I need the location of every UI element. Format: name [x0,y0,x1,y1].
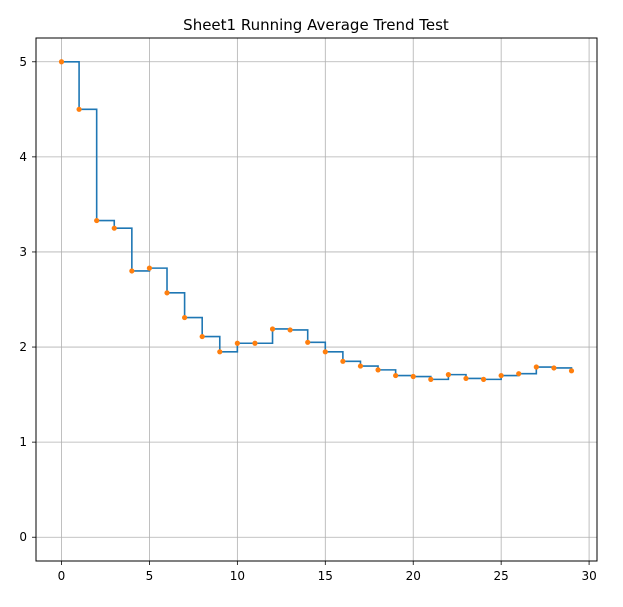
data-point [252,340,258,346]
data-point [287,327,293,333]
data-point [199,333,205,340]
x-tick-label: 10 [230,569,245,583]
data-point [568,368,575,374]
x-tick-label: 15 [318,569,333,583]
data-point [164,290,170,296]
step-line-series [61,60,573,381]
data-point [428,376,434,382]
data-point [516,371,522,377]
data-point [58,59,65,65]
data-point [480,376,487,382]
plot-frame [35,37,598,562]
data-point [94,217,100,224]
x-tick-label: 0 [58,569,66,583]
data-point [182,314,188,321]
x-tick-label: 5 [146,569,154,583]
data-point [234,340,240,346]
x-tick-label: 25 [494,569,509,583]
series-layer [58,59,575,382]
data-point [463,375,469,382]
data-point [498,372,504,379]
data-point [375,367,381,373]
y-tick-label: 5 [19,55,27,69]
data-point [445,372,451,378]
y-tick-label: 2 [19,340,27,354]
grid [36,38,597,561]
data-point [340,358,346,364]
data-point [393,372,399,379]
y-axis: 0 1 2 3 4 5 [19,55,36,544]
data-point [129,268,135,274]
data-point [111,225,117,231]
data-point [357,363,364,369]
data-point [305,339,311,345]
y-tick-label: 0 [19,530,27,544]
data-point [322,349,328,355]
data-point [146,265,153,271]
data-point [533,364,539,370]
x-tick-label: 20 [406,569,421,583]
y-tick-label: 4 [19,150,27,164]
x-tick-label: 30 [581,569,596,583]
data-point [551,365,557,371]
data-point [269,326,276,332]
data-point [76,106,82,112]
y-tick-label: 3 [19,245,27,259]
chart-title: Sheet1 Running Average Trend Test [183,16,449,34]
data-point [410,373,416,380]
data-point [217,349,223,355]
x-axis: 0 5 10 15 20 25 30 [58,561,597,583]
y-tick-label: 1 [19,435,27,449]
